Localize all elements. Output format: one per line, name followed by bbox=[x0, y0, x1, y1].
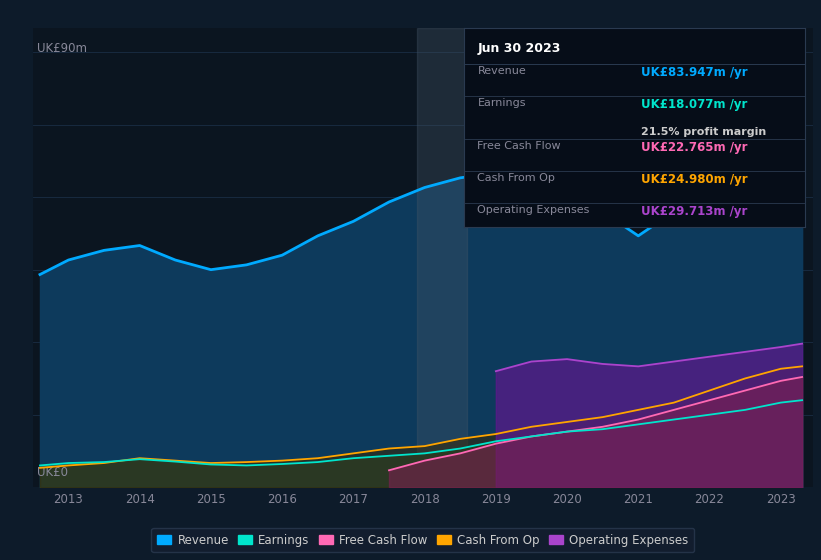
Text: UK£83.947m /yr: UK£83.947m /yr bbox=[641, 66, 748, 79]
Text: Cash From Op: Cash From Op bbox=[478, 173, 555, 183]
Bar bbox=[417, 28, 467, 487]
Text: UK£90m: UK£90m bbox=[37, 42, 87, 55]
Text: Operating Expenses: Operating Expenses bbox=[478, 205, 589, 215]
Legend: Revenue, Earnings, Free Cash Flow, Cash From Op, Operating Expenses: Revenue, Earnings, Free Cash Flow, Cash … bbox=[151, 528, 695, 553]
Text: Free Cash Flow: Free Cash Flow bbox=[478, 141, 561, 151]
Text: UK£29.713m /yr: UK£29.713m /yr bbox=[641, 205, 747, 218]
Text: 21.5% profit margin: 21.5% profit margin bbox=[641, 128, 766, 137]
Text: UK£24.980m /yr: UK£24.980m /yr bbox=[641, 173, 748, 186]
Text: Jun 30 2023: Jun 30 2023 bbox=[478, 42, 561, 55]
Text: UK£18.077m /yr: UK£18.077m /yr bbox=[641, 97, 747, 110]
Text: UK£0: UK£0 bbox=[37, 466, 68, 479]
Text: Earnings: Earnings bbox=[478, 97, 526, 108]
Text: Revenue: Revenue bbox=[478, 66, 526, 76]
Text: UK£22.765m /yr: UK£22.765m /yr bbox=[641, 141, 748, 155]
